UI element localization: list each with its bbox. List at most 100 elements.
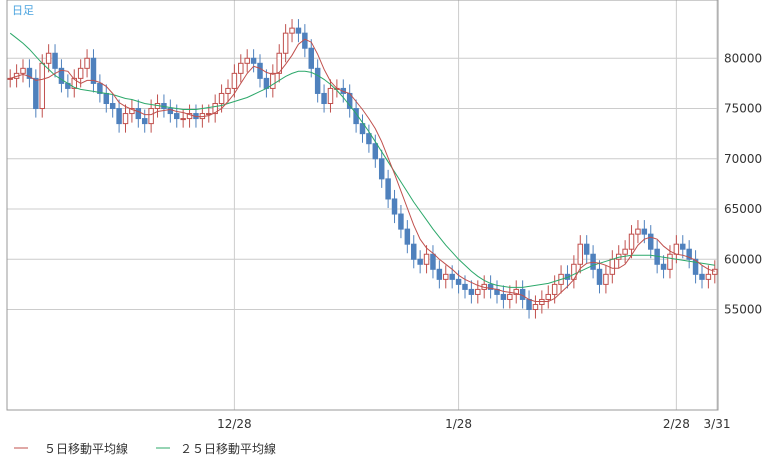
period-label: 日足 bbox=[12, 4, 34, 17]
candle-body-down bbox=[526, 298, 532, 311]
x-axis-ticks: 12/28 1/28 2/28 3/31 bbox=[217, 417, 730, 431]
candle-body-up bbox=[218, 92, 225, 105]
candle bbox=[238, 54, 244, 83]
candle-body-down bbox=[308, 47, 314, 69]
candle bbox=[20, 59, 26, 83]
candle-body-down bbox=[378, 158, 385, 180]
candle bbox=[583, 235, 590, 264]
candle bbox=[45, 44, 52, 73]
candle bbox=[430, 245, 436, 279]
legend-ma5-label: ５日移動平均線 bbox=[44, 441, 128, 456]
candle bbox=[455, 270, 462, 294]
moving-averages bbox=[9, 32, 715, 302]
y-axis-ticks: 55000 60000 65000 70000 75000 80000 bbox=[724, 51, 762, 316]
candle-body-up bbox=[712, 268, 718, 275]
candle bbox=[141, 109, 148, 133]
candle bbox=[244, 49, 250, 73]
candle-body-down bbox=[26, 67, 33, 79]
candle-body-down bbox=[58, 67, 65, 84]
candle-body-up bbox=[443, 273, 449, 280]
candle bbox=[122, 104, 129, 133]
candle bbox=[603, 265, 609, 294]
x-tick-label: 12/28 bbox=[217, 417, 252, 431]
candle-body-down bbox=[174, 113, 180, 120]
candle-body-up bbox=[532, 303, 539, 311]
candle bbox=[411, 235, 417, 269]
candle-body-up bbox=[238, 62, 244, 74]
candle-body-up bbox=[327, 87, 334, 105]
candle bbox=[135, 99, 142, 128]
candle-body-up bbox=[148, 108, 154, 125]
candle-body-up bbox=[289, 27, 295, 34]
legend-ma25-label: ２５日移動平均線 bbox=[180, 441, 276, 456]
candle bbox=[308, 39, 314, 78]
candle-body-up bbox=[20, 67, 26, 74]
candle bbox=[366, 124, 372, 153]
candle-body-up bbox=[129, 108, 135, 115]
candle-body-up bbox=[270, 72, 276, 89]
candle-body-down bbox=[359, 123, 366, 135]
candle-body-down bbox=[449, 273, 455, 280]
candle bbox=[692, 250, 699, 284]
candle-body-down bbox=[372, 143, 379, 160]
candle bbox=[58, 59, 65, 93]
candle-body-down bbox=[404, 228, 411, 245]
candle-body-down bbox=[135, 108, 142, 120]
candle-body-down bbox=[455, 278, 462, 285]
candle-body-up bbox=[545, 293, 551, 300]
candle-body-down bbox=[116, 108, 122, 125]
candle bbox=[372, 134, 379, 168]
candle bbox=[385, 169, 391, 209]
candle-body-down bbox=[141, 118, 148, 125]
candle-body-down bbox=[462, 283, 468, 290]
candle-body-down bbox=[295, 27, 302, 34]
candle bbox=[590, 245, 596, 279]
candle bbox=[417, 250, 423, 274]
candle bbox=[686, 240, 692, 269]
candle-body-up bbox=[705, 273, 712, 280]
candle bbox=[628, 225, 635, 259]
candle-body-up bbox=[225, 87, 231, 94]
candle bbox=[468, 280, 475, 304]
candle-body-down bbox=[33, 77, 39, 110]
candle-body-up bbox=[577, 243, 584, 265]
candle-body-up bbox=[186, 113, 193, 120]
candle bbox=[500, 285, 507, 309]
candle bbox=[33, 69, 39, 118]
x-tick-label: 3/31 bbox=[704, 417, 731, 431]
candle-body-up bbox=[39, 62, 45, 110]
candle-body-up bbox=[122, 113, 129, 125]
candle-body-down bbox=[436, 268, 443, 280]
candle bbox=[257, 54, 263, 88]
candle bbox=[436, 260, 443, 289]
candle-body-down bbox=[398, 213, 404, 230]
candle-body-down bbox=[468, 288, 475, 295]
candle-body-down bbox=[417, 258, 423, 265]
candle bbox=[71, 69, 77, 98]
candle-body-up bbox=[667, 253, 673, 270]
candle-body-down bbox=[648, 233, 654, 250]
candle bbox=[231, 64, 238, 98]
candle bbox=[109, 94, 116, 118]
candle bbox=[359, 114, 366, 143]
candle-body-down bbox=[641, 228, 648, 235]
candle bbox=[712, 260, 718, 284]
candle bbox=[212, 94, 218, 123]
candle-body-down bbox=[366, 133, 372, 145]
candle-body-up bbox=[609, 258, 616, 275]
candle-body-up bbox=[212, 103, 218, 115]
candle bbox=[129, 99, 135, 123]
x-tick-label: 1/28 bbox=[445, 417, 472, 431]
candle bbox=[295, 19, 302, 43]
candle bbox=[475, 280, 481, 304]
y-tick-label: 70000 bbox=[724, 152, 762, 166]
candle bbox=[52, 44, 58, 78]
candle-body-down bbox=[97, 82, 103, 94]
candle-body-up bbox=[71, 77, 77, 89]
candle-body-up bbox=[475, 288, 481, 295]
candle bbox=[423, 245, 430, 274]
candle-body-down bbox=[680, 243, 686, 250]
